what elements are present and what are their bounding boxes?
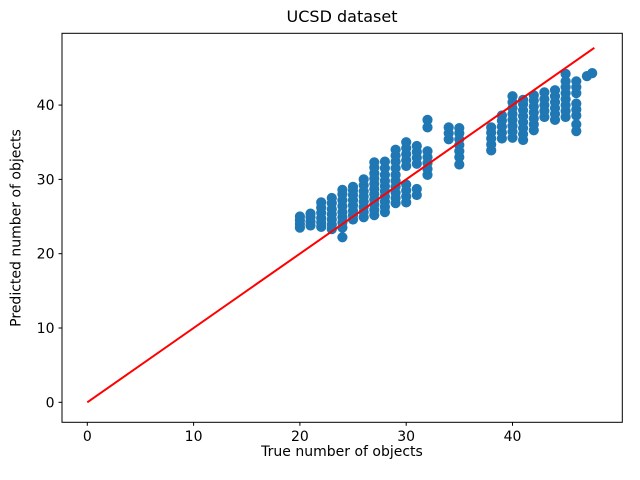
scatter-point — [390, 144, 401, 155]
x-axis-ticks: 0 10 20 30 40 — [83, 422, 522, 445]
scatter-point — [518, 94, 529, 105]
scatter-point — [379, 156, 390, 167]
y-tick-label: 20 — [37, 247, 55, 263]
scatter-point — [549, 85, 561, 96]
y-tick-label: 40 — [37, 98, 55, 114]
scatter-point — [571, 98, 582, 109]
scatter-point — [571, 119, 582, 130]
scatter-point — [411, 183, 422, 195]
scatter-point — [422, 146, 433, 157]
scatter-point — [507, 91, 518, 102]
scatter-point — [422, 122, 433, 133]
y-tick-label: 30 — [37, 172, 55, 188]
identity-line — [86, 47, 595, 404]
scatter-point — [347, 181, 359, 192]
scatter-point — [401, 137, 412, 148]
scatter-point — [454, 159, 465, 170]
chart-title: UCSD dataset — [286, 7, 398, 26]
scatter-point — [571, 76, 582, 87]
scatter-point — [486, 122, 497, 133]
scatter-point — [305, 208, 316, 219]
scatter-point — [560, 76, 571, 87]
scatter-point — [422, 114, 433, 125]
x-tick-label: 10 — [185, 429, 203, 445]
scatter-point — [316, 197, 327, 208]
scatter-point — [326, 192, 337, 204]
x-tick-label: 0 — [83, 429, 92, 445]
scatter-point — [560, 68, 571, 79]
scatter-point — [411, 140, 422, 152]
scatter-point — [539, 87, 550, 98]
scatter-points — [294, 68, 598, 243]
scatter-point — [443, 122, 454, 133]
y-axis-label: Predicted number of objects — [8, 129, 25, 327]
scatter-point — [496, 110, 507, 121]
scatter-point — [337, 184, 348, 195]
y-axis-ticks: 0 10 20 30 40 — [37, 98, 62, 411]
scatter-point — [587, 68, 598, 79]
plot-border — [61, 32, 623, 423]
x-tick-label: 30 — [397, 429, 415, 445]
scatter-point — [337, 232, 348, 243]
scatter-point — [358, 174, 369, 185]
scatter-point — [454, 123, 465, 134]
y-tick-label: 0 — [46, 395, 55, 411]
scatter-point — [294, 211, 305, 222]
x-tick-label: 20 — [291, 429, 309, 445]
scatter-point — [369, 157, 380, 168]
y-tick-label: 10 — [37, 321, 55, 337]
x-axis-label: True number of objects — [261, 444, 423, 460]
x-tick-label: 40 — [504, 429, 522, 445]
